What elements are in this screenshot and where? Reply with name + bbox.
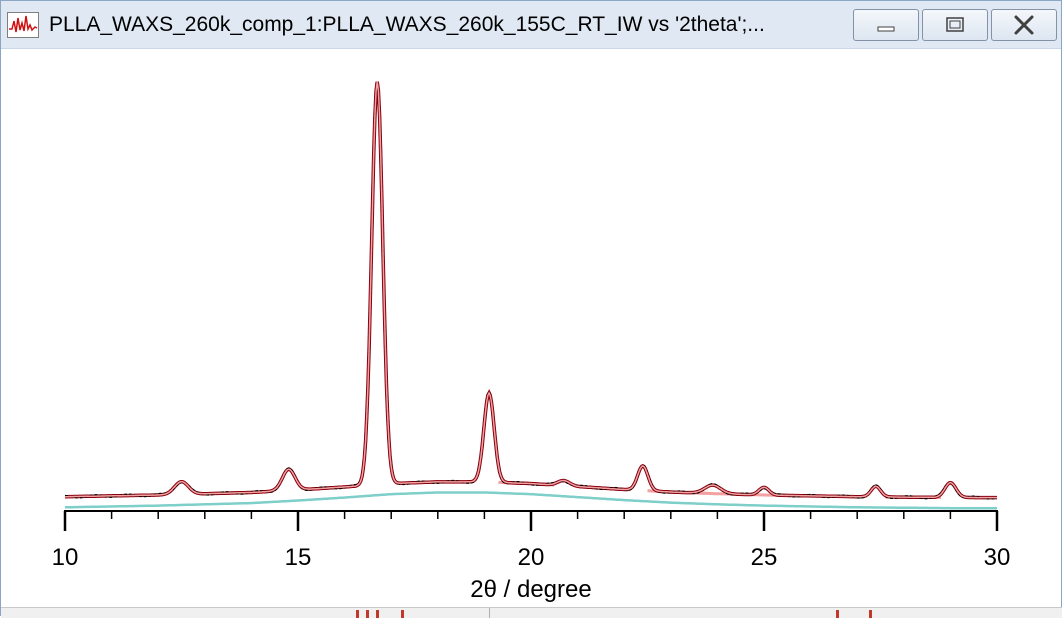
maximize-button[interactable] (922, 9, 988, 41)
title-bar[interactable]: PLLA_WAXS_260k_comp_1:PLLA_WAXS_260k_155… (1, 1, 1061, 49)
minimize-button[interactable] (853, 9, 919, 41)
x-tick-label: 25 (751, 544, 778, 571)
x-axis-label: 2θ / degree (470, 576, 591, 603)
strip-marker (836, 610, 839, 618)
component-peak-3 (312, 81, 443, 491)
fit-overlay-curve (65, 81, 997, 499)
maximize-icon (946, 17, 964, 32)
strip-marker (401, 610, 404, 618)
close-button[interactable] (991, 9, 1057, 41)
strip-marker (376, 610, 379, 618)
graph-window-icon[interactable] (7, 12, 39, 38)
window-title: PLLA_WAXS_260k_comp_1:PLLA_WAXS_260k_155… (49, 13, 765, 36)
component-peak-2 (223, 467, 355, 495)
status-strip (1, 607, 1062, 618)
strip-marker (869, 610, 872, 618)
x-tick-label: 30 (984, 544, 1011, 571)
x-tick-label: 15 (285, 544, 312, 571)
x-tick-label: 20 (518, 544, 545, 571)
strip-marker (356, 610, 359, 618)
fit-curve (65, 81, 997, 500)
component-peak-4 (423, 389, 555, 487)
x-tick-label: 10 (52, 544, 79, 571)
close-icon (1014, 15, 1034, 35)
x-axis-ticks: 10 15 20 25 30 (52, 511, 1011, 571)
curves-layer (64, 81, 998, 510)
minimize-icon (877, 26, 895, 32)
data-curve (64, 82, 998, 500)
baseline-curve (65, 491, 997, 510)
strip-divider (489, 608, 490, 618)
chart-plot-area: 10 15 20 25 30 2θ / degree (52, 81, 1011, 603)
strip-marker (366, 610, 369, 618)
